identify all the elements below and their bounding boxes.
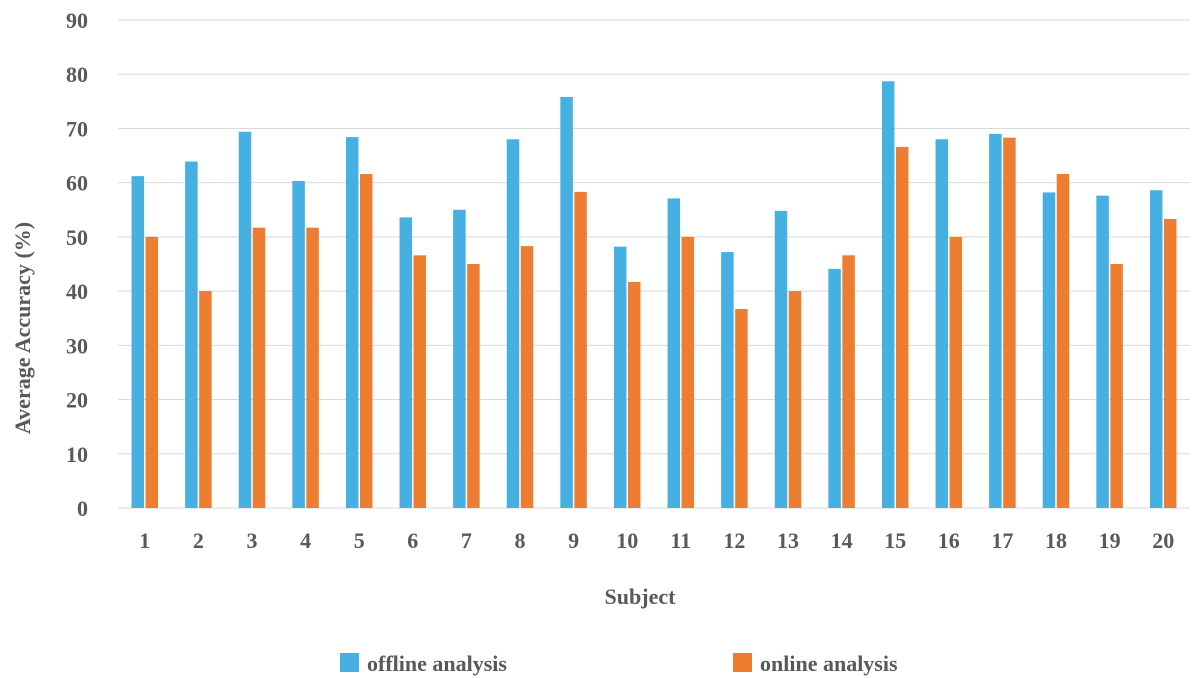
x-tick-label: 14 xyxy=(831,528,853,553)
bar-offline-subject-4 xyxy=(292,181,305,509)
y-tick-label: 90 xyxy=(66,8,88,33)
x-tick-label: 6 xyxy=(407,528,418,553)
bar-offline-subject-2 xyxy=(185,161,198,508)
legend-swatch-online xyxy=(733,653,752,672)
x-tick-label: 15 xyxy=(884,528,906,553)
y-tick-label: 0 xyxy=(77,496,88,521)
x-tick-label: 10 xyxy=(616,528,638,553)
y-tick-label: 30 xyxy=(66,333,88,358)
bar-online-subject-16 xyxy=(949,236,963,508)
y-tick-label: 20 xyxy=(66,388,88,413)
bar-online-subject-10 xyxy=(627,281,641,508)
bar-offline-subject-17 xyxy=(989,133,1002,508)
bar-offline-subject-5 xyxy=(345,137,359,508)
gridlines xyxy=(118,19,1190,509)
x-tick-label: 4 xyxy=(300,528,311,553)
bar-online-subject-19 xyxy=(1110,264,1123,508)
x-tick-label: 3 xyxy=(247,528,258,553)
legend: offline analysis online analysis xyxy=(340,651,898,676)
x-tick-label: 7 xyxy=(461,528,472,553)
bar-online-subject-15 xyxy=(895,146,909,508)
y-tick-label: 70 xyxy=(66,116,88,141)
x-tick-label: 12 xyxy=(723,528,745,553)
bar-online-subject-4 xyxy=(306,227,319,508)
bar-online-subject-5 xyxy=(359,173,373,509)
x-tick-label: 1 xyxy=(139,528,150,553)
bar-offline-subject-10 xyxy=(613,246,627,508)
bar-online-subject-7 xyxy=(467,264,480,508)
y-tick-label: 10 xyxy=(66,442,88,467)
y-axis-ticks: 0 10 20 30 40 50 60 70 80 90 xyxy=(66,8,88,521)
bar-online-subject-9 xyxy=(574,191,587,508)
bar-offline-subject-1 xyxy=(131,176,145,508)
bar-online-subject-17 xyxy=(1003,137,1016,508)
bar-offline-subject-20 xyxy=(1149,190,1163,508)
legend-label-online: online analysis xyxy=(760,651,898,676)
x-tick-label: 2 xyxy=(193,528,204,553)
x-tick-label: 11 xyxy=(670,528,691,553)
y-tick-label: 80 xyxy=(66,62,88,87)
x-tick-label: 16 xyxy=(938,528,960,553)
x-tick-label: 5 xyxy=(354,528,365,553)
bar-offline-subject-11 xyxy=(667,198,681,508)
x-axis-title: Subject xyxy=(605,584,677,609)
bar-offline-subject-15 xyxy=(881,81,895,508)
bar-offline-subject-16 xyxy=(935,139,949,509)
x-tick-label: 13 xyxy=(777,528,799,553)
y-tick-label: 40 xyxy=(66,279,88,304)
y-tick-label: 60 xyxy=(66,171,88,196)
bar-offline-subject-18 xyxy=(1042,192,1056,508)
x-tick-label: 8 xyxy=(515,528,526,553)
bar-online-subject-11 xyxy=(681,236,695,508)
x-tick-label: 17 xyxy=(991,528,1013,553)
bar-offline-subject-8 xyxy=(506,139,520,509)
legend-swatch-offline xyxy=(340,653,359,672)
bar-online-subject-1 xyxy=(145,236,159,508)
bar-online-subject-14 xyxy=(842,255,855,508)
bar-offline-subject-9 xyxy=(560,96,573,509)
y-axis-title: Average Accuracy (%) xyxy=(10,222,35,434)
bar-offline-subject-14 xyxy=(828,268,841,508)
bar-online-subject-3 xyxy=(252,227,266,508)
bars xyxy=(131,81,1177,509)
x-tick-label: 19 xyxy=(1099,528,1121,553)
x-tick-label: 20 xyxy=(1152,528,1174,553)
x-tick-label: 9 xyxy=(568,528,579,553)
bar-offline-subject-3 xyxy=(238,131,252,508)
bar-online-subject-6 xyxy=(413,255,427,508)
bar-online-subject-18 xyxy=(1056,173,1070,509)
bar-online-subject-13 xyxy=(788,291,802,508)
bar-online-subject-20 xyxy=(1163,218,1177,509)
bar-offline-subject-6 xyxy=(399,217,413,508)
bar-online-subject-2 xyxy=(199,291,212,508)
bar-offline-subject-12 xyxy=(721,252,734,508)
x-tick-label: 18 xyxy=(1045,528,1067,553)
x-axis-ticks: 1 2 3 4 5 6 7 8 9 10 11 12 13 14 15 16 17 18 19 20 xyxy=(139,528,1174,553)
y-tick-label: 50 xyxy=(66,225,88,250)
legend-label-offline: offline analysis xyxy=(367,651,507,676)
bar-offline-subject-7 xyxy=(453,209,466,508)
bar-offline-subject-19 xyxy=(1096,195,1109,508)
bar-offline-subject-13 xyxy=(774,210,788,508)
bar-online-subject-12 xyxy=(735,309,748,508)
bar-online-subject-8 xyxy=(520,246,534,508)
